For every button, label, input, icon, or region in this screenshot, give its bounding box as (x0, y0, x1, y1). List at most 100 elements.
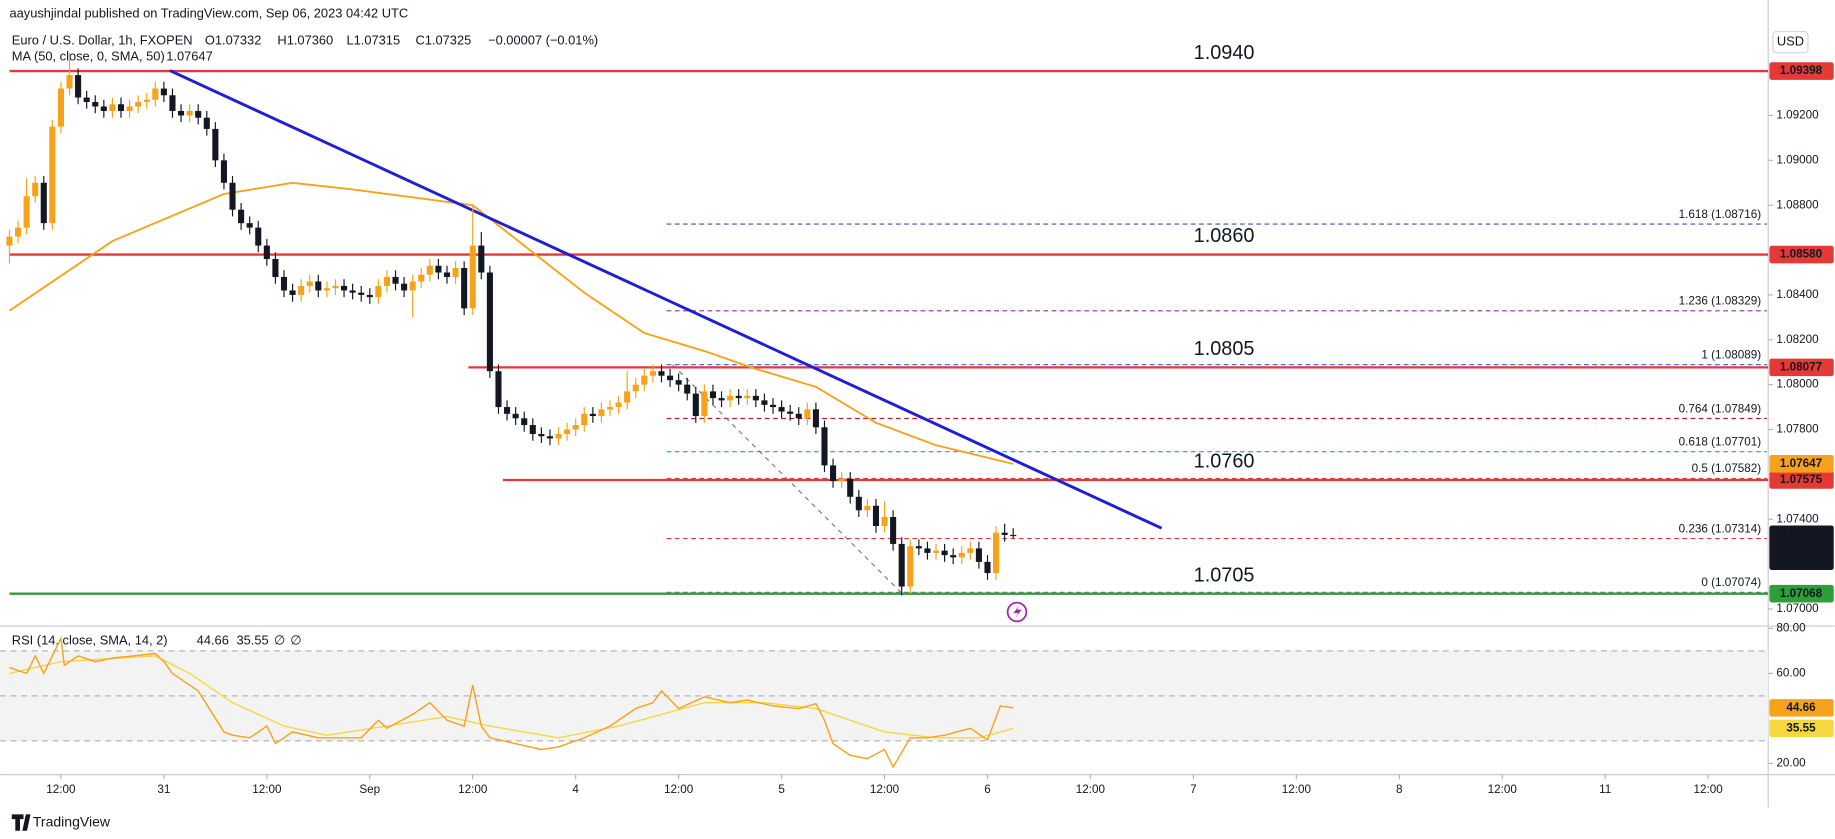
candle-body (366, 294, 373, 298)
rsi-sma-tag-box (1769, 719, 1834, 738)
candle-body (821, 427, 828, 466)
candle-body (649, 371, 656, 376)
candle-body (169, 95, 176, 111)
level-tag: 1.09398 (1780, 64, 1823, 77)
candle-body (409, 281, 416, 291)
y-tick-label: 1.09000 (1776, 153, 1819, 166)
candle-body (272, 259, 279, 277)
candle-body (907, 546, 914, 587)
brand: TradingView (33, 813, 111, 829)
candle-body (778, 407, 785, 412)
candle-body (469, 245, 476, 309)
currency-box (1772, 31, 1809, 54)
candle-body (66, 75, 73, 89)
alert-icon (1006, 601, 1028, 623)
fib-label: 0.618 (1.07701) (1679, 435, 1762, 448)
last-price: 1.07325 (1780, 528, 1823, 541)
candle-body (890, 516, 897, 544)
fib-guide (672, 364, 902, 593)
fib-label: 0.5 (1.07582) (1692, 462, 1762, 475)
x-tick-label: 12:00 (1282, 783, 1312, 796)
rsi-band-fill (0, 650, 1769, 741)
fib-label: 1.236 (1.08329) (1679, 295, 1762, 308)
candle-body (306, 281, 313, 286)
candle-body (461, 268, 468, 309)
candle-body (203, 117, 210, 129)
level-tag-box (1769, 358, 1834, 377)
rsi-legend-sma: 35.55 (236, 633, 268, 648)
x-tick-label: 12:00 (1076, 783, 1106, 796)
candle-body (495, 371, 502, 408)
y-tick-label: 1.08200 (1776, 333, 1819, 346)
last-price-box (1769, 525, 1834, 570)
candle-body (675, 380, 682, 385)
candle-body (238, 209, 245, 224)
candle-body (932, 550, 940, 553)
candle-body (795, 413, 802, 419)
candle-body (761, 400, 768, 405)
candle-body (512, 413, 519, 419)
candle-body (452, 268, 459, 277)
candle-body (383, 276, 390, 286)
rsi-sma (9, 655, 1014, 739)
candle-body (392, 276, 399, 284)
y-tick-label: 1.08800 (1776, 198, 1819, 211)
fib-label: 0.764 (1.07849) (1679, 402, 1762, 415)
y-tick-label: 1.08000 (1776, 378, 1819, 391)
rsi-legend-extra: ∅ (290, 633, 301, 648)
candle-body (315, 281, 322, 291)
candle-body (958, 552, 965, 558)
candle-body (735, 395, 742, 399)
rsi-tick-label: 20.00 (1776, 756, 1806, 769)
candle-body (718, 398, 725, 401)
candle-body (950, 555, 957, 558)
fib-label: 0.236 (1.07314) (1679, 522, 1762, 535)
candle-body (684, 384, 691, 394)
candle-body (143, 99, 150, 103)
candle-body (572, 425, 579, 430)
candle-body (255, 227, 262, 246)
candle-body (564, 429, 571, 434)
rsi-tick-label: 60.00 (1776, 666, 1806, 679)
candle-body (375, 285, 382, 298)
candle-body (358, 292, 365, 295)
level-annotation: 1.0705 (1194, 564, 1255, 586)
candle-body (864, 505, 871, 511)
candle-body (727, 395, 734, 401)
candle-body (229, 182, 236, 210)
candle-body (1010, 534, 1017, 537)
currency: USD (1777, 34, 1804, 49)
candle-body (881, 516, 888, 526)
x-tick-label: Sep (359, 783, 380, 796)
candle-body (701, 391, 708, 417)
ma-legend: MA (50, close, 0, SMA, 50) (12, 49, 165, 64)
candle-body (298, 285, 305, 295)
candle-body (186, 110, 193, 116)
candle-body (521, 418, 528, 426)
level-annotation: 1.0760 (1194, 451, 1255, 473)
last-change: −1.26% (1781, 541, 1821, 554)
candle-body (641, 375, 648, 385)
level-annotation: 1.0860 (1194, 225, 1255, 247)
candle-body (581, 413, 588, 426)
candle-body (555, 433, 562, 439)
x-tick-label: 31 (157, 783, 170, 796)
countdown: 17:26 (1786, 554, 1815, 567)
ohlc-value: L1.07315 (346, 32, 400, 47)
candle-body (40, 182, 47, 224)
x-tick-label: 4 (572, 783, 579, 796)
candle-body (984, 561, 991, 574)
candle-body (667, 375, 674, 381)
trendline (169, 69, 1163, 530)
candle-body (435, 265, 442, 273)
candle-body (787, 411, 794, 414)
candle-body (135, 102, 142, 107)
rsi-legend: RSI (14, close, SMA, 14, 2) (12, 633, 168, 648)
candle-body (847, 478, 854, 497)
symbol-title: Euro / U.S. Dollar, 1h, FXOPEN (12, 32, 193, 47)
candle-body (401, 283, 408, 291)
candle-body (75, 75, 82, 98)
candle-body (830, 465, 837, 482)
candle-body (32, 182, 39, 197)
candle-body (486, 272, 493, 372)
